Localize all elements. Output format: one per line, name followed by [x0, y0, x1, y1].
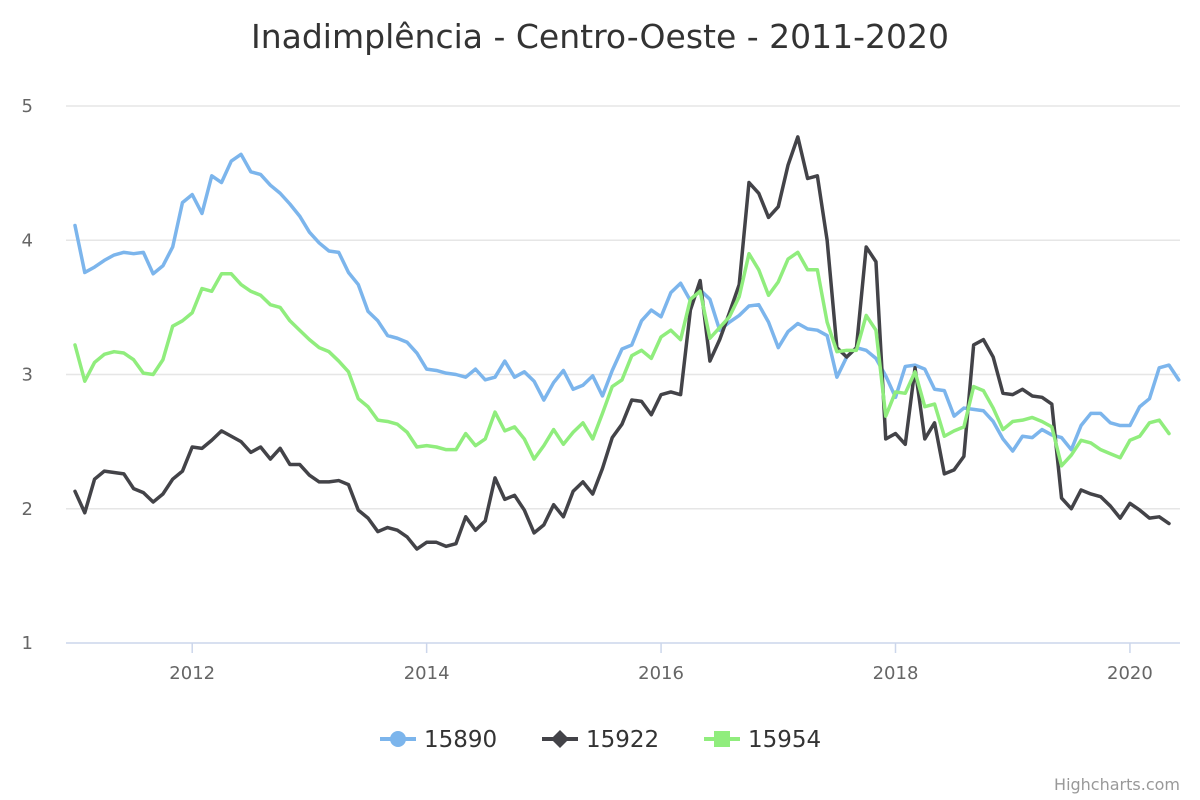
y-tick-label-1: 1	[22, 633, 33, 654]
legend-item-15954[interactable]: 15954	[704, 727, 821, 753]
series-lines	[73, 135, 1181, 551]
series-line-15922	[73, 135, 1171, 551]
y-tick-label-4: 4	[22, 230, 33, 251]
credits-link[interactable]: Highcharts.com	[1054, 775, 1180, 794]
legend-label-15922: 15922	[586, 727, 659, 753]
legend-marker-15922	[551, 730, 569, 748]
legend-marker-15954	[714, 731, 730, 747]
x-axis: 2012 2014 2016 2018 2020	[66, 642, 1180, 684]
legend-item-15922[interactable]: 15922	[542, 727, 659, 753]
legend-marker-15890	[390, 731, 406, 747]
y-axis: 1 2 3 4 5	[22, 96, 33, 654]
series-line-15890	[73, 152, 1181, 453]
x-tick-label-2012: 2012	[169, 663, 215, 684]
x-tick-label-2014: 2014	[404, 663, 450, 684]
chart-title: Inadimplência - Centro-Oeste - 2011-2020	[251, 17, 949, 56]
series-line-15954	[73, 250, 1171, 468]
legend-item-15890[interactable]: 15890	[380, 727, 497, 753]
x-tick-label-2018: 2018	[873, 663, 919, 684]
legend: 15890 15922 15954	[380, 727, 821, 753]
y-tick-label-2: 2	[22, 499, 33, 520]
y-gridlines	[66, 105, 1180, 510]
legend-label-15954: 15954	[748, 727, 821, 753]
y-tick-label-5: 5	[22, 96, 33, 117]
x-tick-label-2020: 2020	[1107, 663, 1153, 684]
legend-label-15890: 15890	[424, 727, 497, 753]
x-tick-label-2016: 2016	[638, 663, 684, 684]
y-tick-label-3: 3	[22, 365, 33, 386]
